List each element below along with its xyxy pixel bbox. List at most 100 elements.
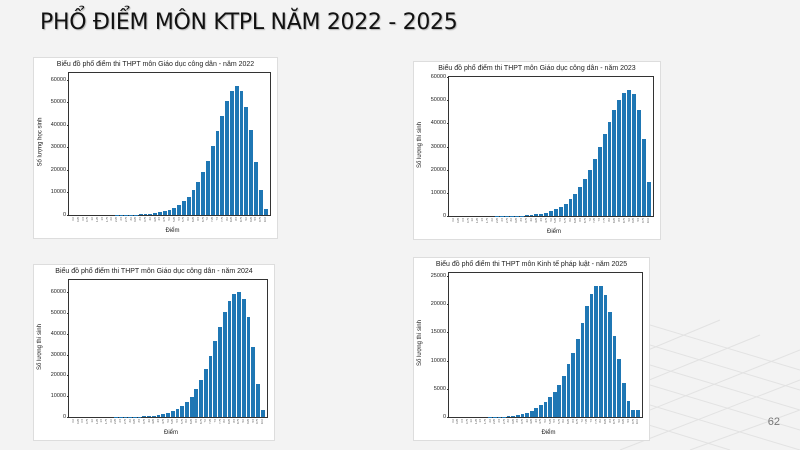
y-tick: 40000 xyxy=(50,121,70,128)
x-tick: 1.25 xyxy=(95,217,99,222)
bar xyxy=(234,85,239,215)
y-tick: 0 xyxy=(442,414,450,420)
x-tick: 1.0 xyxy=(470,419,474,423)
x-tick: 2.25 xyxy=(493,419,497,424)
bar xyxy=(563,203,568,216)
x-tick: 5.5 xyxy=(559,218,563,222)
bar xyxy=(194,388,199,417)
x-tick: 8.25 xyxy=(230,217,234,222)
x-tick: 1.25 xyxy=(476,218,480,223)
y-tick: 20000 xyxy=(430,301,450,308)
bar xyxy=(249,130,254,215)
chart-2023: Biểu đồ phổ điểm thi THPT môn Giáo dục c… xyxy=(413,61,661,240)
chart-2022: Biểu đồ phổ điểm thi THPT môn Giáo dục c… xyxy=(33,57,278,239)
x-tick: 2.25 xyxy=(495,218,499,223)
plot-area: 0 10000 20000 30000 40000 50000 60000 0.0 0.25 0.… xyxy=(431,74,654,223)
x-tick: 10.0 xyxy=(647,218,651,223)
bar xyxy=(166,412,170,417)
x-tick: 7.0 xyxy=(206,217,210,221)
x-tick: 1.25 xyxy=(95,419,99,424)
x-tick: 1.25 xyxy=(474,419,478,424)
bar xyxy=(170,411,175,417)
bar xyxy=(199,379,203,417)
bar xyxy=(203,368,208,417)
bar xyxy=(246,316,251,417)
x-tick: 4.5 xyxy=(157,419,161,423)
x-tick: 9.75 xyxy=(642,218,646,223)
bar xyxy=(172,207,177,215)
chart-title: Biểu đồ phổ điểm thi THPT môn Kinh tế ph… xyxy=(435,261,628,268)
x-tick: 6.75 xyxy=(576,419,580,424)
bar xyxy=(237,292,241,417)
bar xyxy=(156,415,161,417)
bar xyxy=(529,214,534,216)
x-tick: 8.75 xyxy=(240,217,244,222)
x-tick: 5.0 xyxy=(544,419,547,423)
x-tick: 7.75 xyxy=(218,419,222,424)
x-tick: 1.5 xyxy=(100,419,104,423)
y-tick: 15000 xyxy=(430,329,450,336)
bar xyxy=(142,416,147,417)
bar xyxy=(213,341,218,417)
x-tick: 7.5 xyxy=(598,218,602,222)
x-tick: 2.75 xyxy=(124,217,128,222)
plot-area: 0 10000 20000 30000 40000 50000 60000 0.0 0.25 0.… xyxy=(51,72,271,222)
x-tick: 3.5 xyxy=(138,419,142,423)
x-tick: 9.5 xyxy=(254,217,258,221)
x-tick: 0.75 xyxy=(465,419,469,424)
bar xyxy=(222,311,227,417)
x-tick: 0.5 xyxy=(81,419,85,423)
bar xyxy=(520,414,525,417)
x-tick: 7.75 xyxy=(603,218,607,223)
x-tick: 1.0 xyxy=(90,419,94,423)
bar xyxy=(206,160,210,215)
x-tick: 0.5 xyxy=(81,217,85,221)
x-tick: 2.5 xyxy=(119,419,123,423)
x-tick: 7.0 xyxy=(204,419,208,423)
bar xyxy=(177,204,182,215)
y-tick: 10000 xyxy=(430,357,450,364)
x-tick: 3.75 xyxy=(143,217,147,222)
x-tick: 5.75 xyxy=(564,218,568,223)
bar xyxy=(543,401,548,417)
x-tick: 6.75 xyxy=(199,419,203,424)
y-axis-label: Số lượng thí sinh xyxy=(416,320,423,366)
x-tick: 9.25 xyxy=(632,218,636,223)
x-tick: 6.0 xyxy=(569,218,572,222)
y-tick: 0 xyxy=(62,212,70,218)
x-tick: 6.75 xyxy=(583,218,587,223)
y-tick: 0 xyxy=(442,213,450,219)
x-tick: 1.75 xyxy=(105,217,109,222)
bar xyxy=(263,208,268,215)
x-tick: 6.0 xyxy=(185,419,189,423)
y-axis-label: Số lượng thí sinh xyxy=(416,121,423,168)
x-tick: 2.5 xyxy=(500,218,504,222)
y-tick: 50000 xyxy=(50,310,70,317)
y-tick: 20000 xyxy=(50,372,70,379)
x-tick: 3.25 xyxy=(515,218,519,223)
x-tick: 6.75 xyxy=(201,217,205,222)
y-tick: 20000 xyxy=(50,166,70,173)
bar xyxy=(558,206,563,216)
bar xyxy=(511,415,516,417)
bar xyxy=(138,214,143,215)
x-tick: 4.5 xyxy=(539,218,543,222)
y-tick: 30000 xyxy=(50,144,70,151)
x-tick: 1.5 xyxy=(100,217,104,221)
bar xyxy=(241,298,246,417)
x-tick: 8.5 xyxy=(232,419,236,423)
bar xyxy=(506,416,511,417)
x-tick: 6.25 xyxy=(190,419,194,424)
bar xyxy=(608,311,612,417)
plot-area: 0 10000 20000 30000 40000 50000 60000 0.0 0.25 0.… xyxy=(51,279,268,424)
x-tick: 0.75 xyxy=(466,218,470,223)
x-tick: 9.75 xyxy=(256,419,260,424)
bar xyxy=(175,408,180,417)
x-tick: 5.5 xyxy=(553,419,557,423)
bar xyxy=(181,201,186,215)
bar xyxy=(260,409,265,417)
x-tick: 7.75 xyxy=(220,217,224,222)
x-tick: 7.0 xyxy=(588,218,592,222)
bar xyxy=(244,106,249,215)
x-tick: 1.0 xyxy=(471,218,475,222)
